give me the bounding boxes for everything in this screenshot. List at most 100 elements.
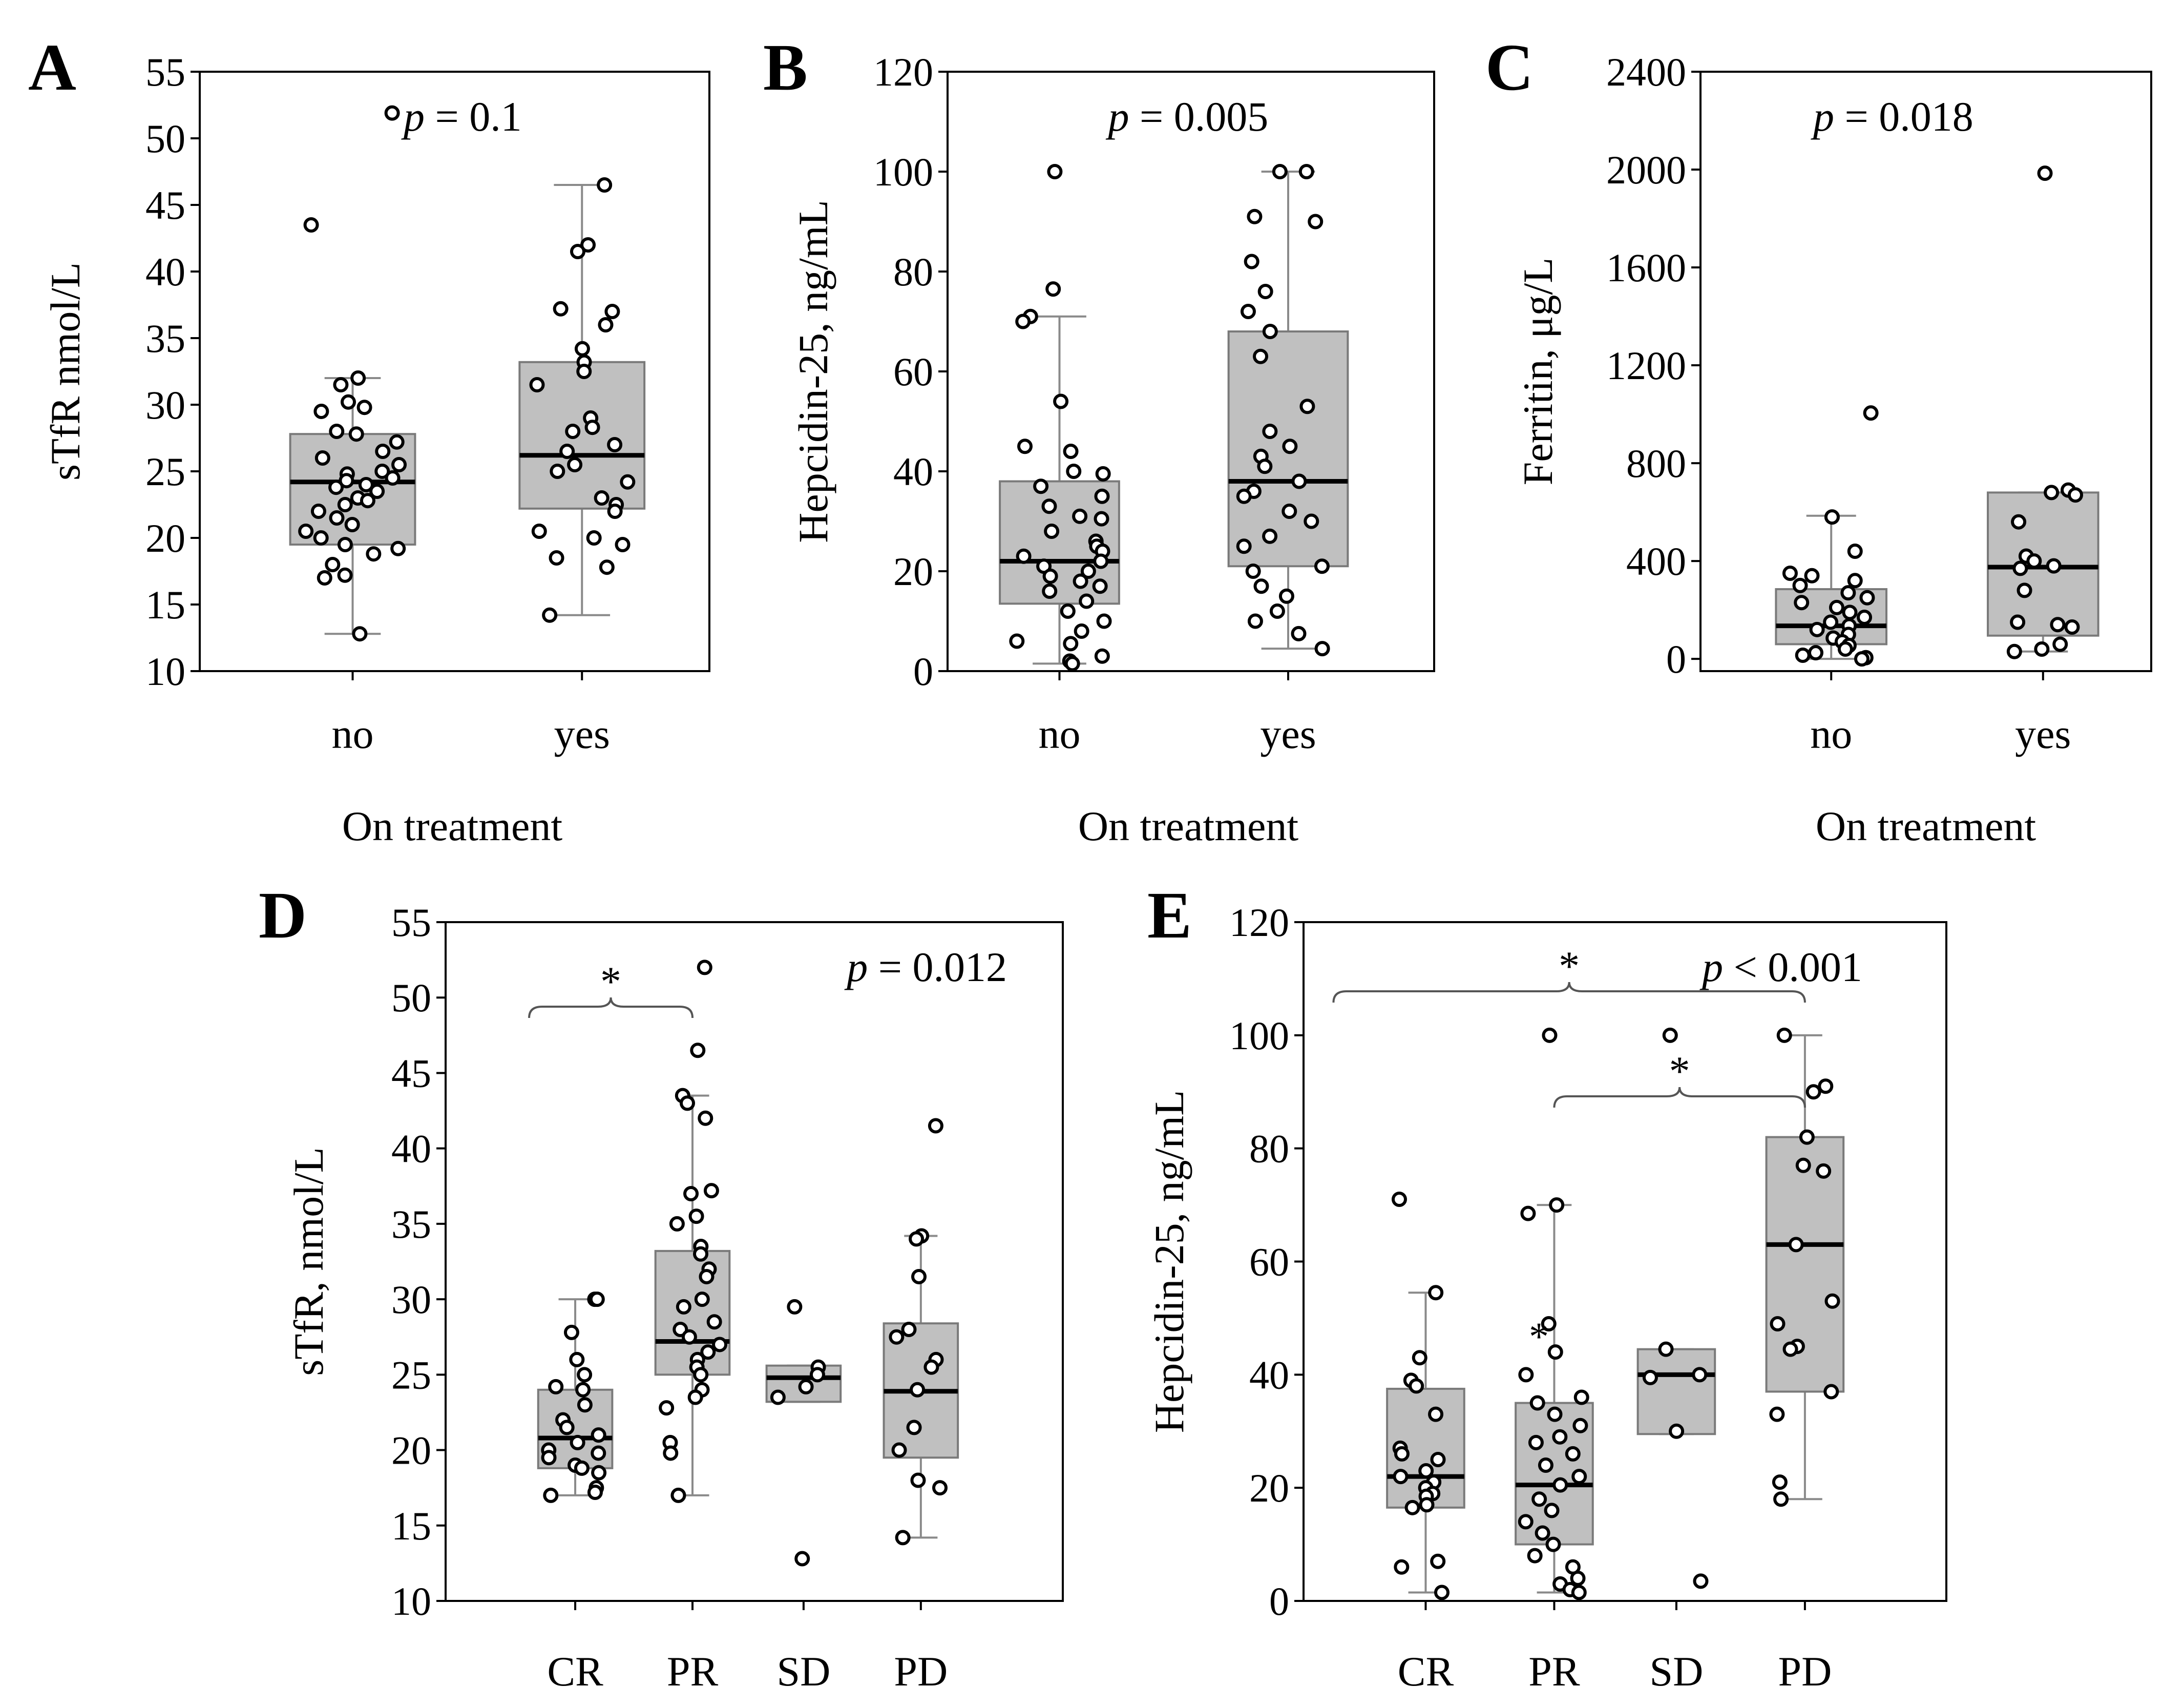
data-point xyxy=(901,1322,917,1337)
y-tick-label: 25 xyxy=(391,1352,431,1397)
data-point xyxy=(577,1367,593,1383)
y-tick-label: 80 xyxy=(893,249,933,294)
data-point xyxy=(1549,1197,1565,1213)
data-point xyxy=(570,244,585,259)
data-point xyxy=(1770,1316,1786,1331)
data-point xyxy=(1847,573,1863,589)
data-point xyxy=(1244,254,1259,269)
data-point xyxy=(1094,511,1109,527)
y-tick-label: 0 xyxy=(913,649,933,694)
data-point xyxy=(1809,621,1825,637)
data-point xyxy=(1093,553,1109,569)
data-point xyxy=(604,304,620,319)
data-point xyxy=(798,1379,814,1394)
significance-star: * xyxy=(600,958,621,1005)
x-category-label: yes xyxy=(554,711,610,757)
box-yes: yes xyxy=(518,177,646,757)
data-point xyxy=(2017,582,2032,598)
data-point xyxy=(1531,1491,1547,1507)
p-value: p = 0.018 xyxy=(1811,93,1973,140)
data-point xyxy=(542,607,558,623)
x-category-label: yes xyxy=(2015,711,2071,757)
data-point xyxy=(1278,588,1294,604)
data-point xyxy=(1096,613,1112,629)
y-tick-label: 45 xyxy=(145,183,185,227)
data-point xyxy=(549,550,564,566)
data-point xyxy=(325,557,341,572)
p-value-symbol: p xyxy=(401,93,425,140)
data-point xyxy=(1042,568,1058,584)
y-tick-label: 35 xyxy=(391,1202,431,1246)
data-point xyxy=(586,530,602,546)
data-point xyxy=(1072,508,1088,524)
p-value-symbol: p xyxy=(1811,93,1834,140)
x-category-label: no xyxy=(332,711,374,757)
data-point xyxy=(1818,1078,1834,1094)
data-point xyxy=(1573,1389,1589,1405)
data-point xyxy=(1253,578,1269,594)
y-tick-label: 40 xyxy=(893,449,933,494)
data-point xyxy=(698,1110,713,1126)
data-point xyxy=(2026,553,2042,569)
data-point xyxy=(565,424,581,439)
data-point xyxy=(1060,603,1076,619)
data-point xyxy=(2010,614,2026,630)
data-point xyxy=(697,960,712,975)
data-point xyxy=(1042,584,1058,599)
data-point xyxy=(1073,573,1088,589)
y-tick-label: 1600 xyxy=(1606,245,1686,290)
data-point xyxy=(1314,641,1330,657)
data-point xyxy=(1257,284,1273,299)
y-tick-label: 35 xyxy=(145,316,185,361)
data-point xyxy=(1769,1406,1785,1422)
data-point xyxy=(2011,514,2027,530)
significance-star: * xyxy=(1559,943,1580,989)
data-point xyxy=(598,317,614,332)
data-point xyxy=(1094,648,1110,664)
y-tick-label: 100 xyxy=(873,150,933,194)
data-point xyxy=(2044,485,2060,501)
data-point xyxy=(1404,1499,1420,1515)
data-point xyxy=(314,450,330,466)
data-point xyxy=(1823,1384,1839,1400)
y-tick-label: 0 xyxy=(1269,1579,1289,1623)
y-tick-label: 1200 xyxy=(1606,343,1686,388)
data-point xyxy=(1788,1237,1804,1253)
y-tick-label: 40 xyxy=(145,249,185,294)
p-value-text: = 0.005 xyxy=(1129,93,1269,140)
data-point xyxy=(350,370,366,386)
data-point xyxy=(384,105,400,121)
panel-letter: B xyxy=(763,31,808,105)
data-point xyxy=(1692,1367,1708,1383)
p-value-text: < 0.001 xyxy=(1723,944,1862,990)
x-category-label: PR xyxy=(1528,1648,1580,1695)
data-point xyxy=(575,1382,591,1398)
data-point xyxy=(1571,1585,1587,1600)
data-point xyxy=(1792,577,1808,593)
data-point xyxy=(329,424,345,439)
data-point xyxy=(1823,614,1839,630)
data-point xyxy=(531,524,547,539)
data-point xyxy=(923,1359,939,1375)
box-no: no xyxy=(289,105,416,757)
box-PD: PD xyxy=(883,1118,959,1695)
data-point xyxy=(1840,585,1856,601)
box-PR: PR xyxy=(1515,1027,1594,1695)
data-point xyxy=(1282,504,1297,519)
data-point xyxy=(1262,528,1278,544)
data-point xyxy=(356,400,372,415)
x-axis-label: On treatment xyxy=(1078,803,1299,849)
panel-B: 0 20 40 60 80 100 120 Hepcidin-25, ng/mL Bp = 0.… xyxy=(763,31,1435,849)
x-category-label: PD xyxy=(894,1648,948,1695)
y-axis-label: sTfR nmol/L xyxy=(42,262,89,481)
data-point xyxy=(339,473,354,489)
data-point xyxy=(607,504,623,519)
data-point xyxy=(2046,558,2062,574)
significance-bracket xyxy=(1332,982,1806,1003)
y-tick-label: 2400 xyxy=(1606,50,1686,94)
data-point xyxy=(1535,1525,1550,1541)
data-point xyxy=(1808,645,1823,661)
y-axis-label: Hepcidin-25, ng/mL xyxy=(790,200,836,543)
data-point xyxy=(375,444,391,459)
